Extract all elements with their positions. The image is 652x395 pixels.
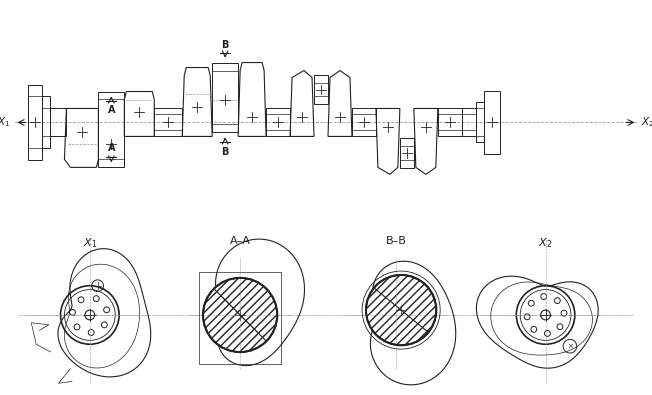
Circle shape bbox=[203, 278, 277, 352]
Bar bbox=[155, 109, 183, 136]
Text: B: B bbox=[222, 147, 229, 158]
Bar bbox=[50, 109, 67, 136]
Bar bbox=[462, 109, 476, 136]
Bar bbox=[42, 96, 50, 149]
Text: $X_1$: $X_1$ bbox=[0, 116, 10, 129]
Text: B: B bbox=[222, 40, 229, 49]
Bar bbox=[476, 102, 484, 143]
Text: $X_1$: $X_1$ bbox=[83, 236, 97, 250]
Text: A–A: A–A bbox=[230, 236, 250, 246]
Bar bbox=[98, 92, 125, 167]
Bar bbox=[438, 109, 462, 136]
Text: A: A bbox=[108, 143, 115, 153]
Bar bbox=[199, 272, 281, 364]
Text: ×: × bbox=[567, 343, 573, 349]
Bar bbox=[212, 62, 238, 132]
Bar bbox=[352, 109, 376, 136]
Text: A: A bbox=[108, 105, 115, 115]
Bar bbox=[484, 90, 499, 154]
Bar bbox=[400, 138, 414, 168]
Text: B–B: B–B bbox=[386, 236, 407, 246]
Text: $X_2$: $X_2$ bbox=[539, 236, 553, 250]
Circle shape bbox=[366, 275, 436, 345]
Bar bbox=[314, 75, 328, 105]
Bar bbox=[29, 85, 42, 160]
Bar bbox=[266, 109, 290, 136]
Text: $X_2$: $X_2$ bbox=[642, 116, 652, 129]
